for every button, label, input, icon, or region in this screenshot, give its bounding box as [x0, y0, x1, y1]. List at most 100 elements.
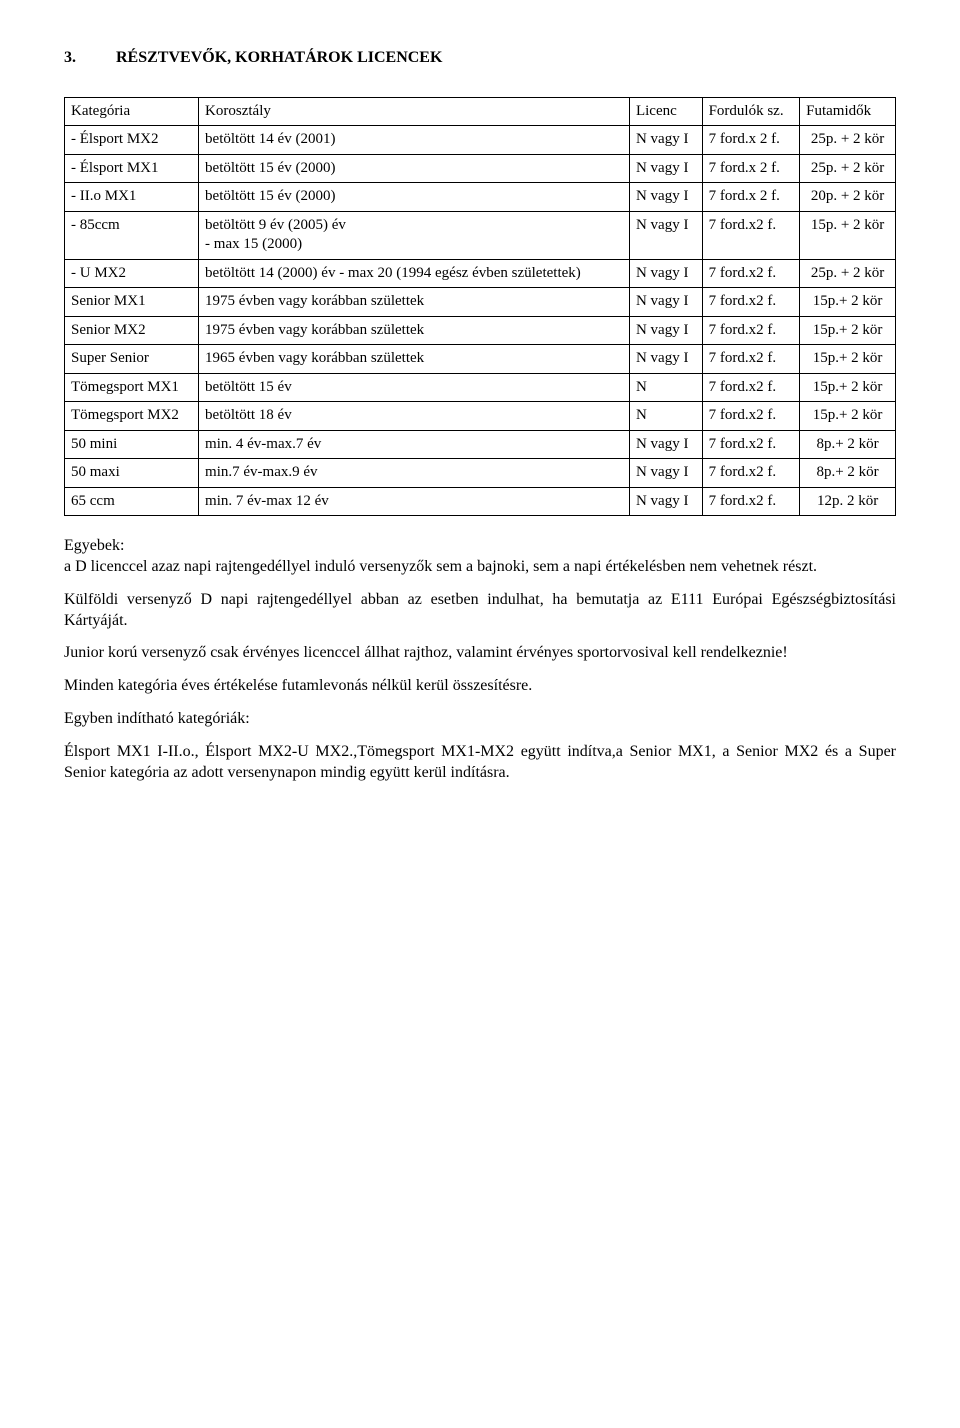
cell-text: N vagy I	[636, 217, 689, 233]
section-heading: RÉSZTVEVŐK, KORHATÁROK LICENCEK	[116, 49, 442, 66]
cell-text: N vagy I	[636, 188, 689, 204]
table-cell: N vagy I	[629, 126, 702, 155]
table-row: - Élsport MX1betöltött 15 év (2000)N vag…	[65, 154, 896, 183]
table-cell: betöltött 15 év (2000)	[199, 154, 630, 183]
table-cell: 7 ford.x2 f.	[702, 259, 800, 288]
cell-text: 1975 évben vagy korábban születtek	[205, 322, 424, 338]
table-row: - Élsport MX2 betöltött 14 év (2001) N vag…	[65, 126, 896, 155]
table-row: - 85ccmbetöltött 9 év (2005) év- max 15 …	[65, 211, 896, 259]
table-cell: 7 ford.x 2 f.	[702, 126, 800, 155]
cell-text: betöltött 15 év (2000)	[205, 188, 335, 204]
cell-text: 7 ford.x 2 f.	[709, 188, 780, 204]
paragraph-text: Külföldi versenyző D napi rajtengedéllye…	[64, 591, 896, 629]
table-cell: N vagy I	[629, 345, 702, 374]
col-licenc: Licenc	[629, 97, 702, 126]
cell-text: 1975 évben vagy korábban születtek	[205, 293, 424, 309]
table-cell: 7 ford.x 2 f.	[702, 183, 800, 212]
table-cell: 8p.+ 2 kör	[800, 430, 896, 459]
table-cell: betöltött 15 év (2000)	[199, 183, 630, 212]
cell-text: 8p.+ 2 kör	[816, 464, 878, 480]
table-cell: - II.o MX1	[65, 183, 199, 212]
paragraph: Egyben indítható kategóriák:	[64, 709, 896, 730]
cell-text: 15p.+ 2 kör	[813, 379, 883, 395]
cell-text: Super Senior	[71, 350, 149, 366]
cell-text: N vagy I	[636, 350, 689, 366]
cell-text: 15p.+ 2 kör	[813, 407, 883, 423]
cell-text: Senior MX2	[71, 322, 146, 338]
table-cell: 15p. + 2 kör	[800, 211, 896, 259]
table-cell: N vagy I	[629, 154, 702, 183]
paragraph-text: Junior korú versenyző csak érvényes lice…	[64, 644, 788, 661]
table-cell: Super Senior	[65, 345, 199, 374]
col-kategoria: Kategória	[65, 97, 199, 126]
cell-text: 25p. + 2 kör	[811, 131, 884, 147]
paragraph-text: Minden kategória éves értékelése futamle…	[64, 677, 532, 694]
table-cell: betöltött 15 év	[199, 373, 630, 402]
cell-text: 7 ford.x2 f.	[709, 407, 777, 423]
section-number: 3.	[64, 48, 112, 69]
cell-text: 7 ford.x2 f.	[709, 436, 777, 452]
table-cell: N	[629, 373, 702, 402]
paragraph: Élsport MX1 I-II.o., Élsport MX2-U MX2.,…	[64, 742, 896, 784]
cell-text: - Élsport MX2	[71, 131, 159, 147]
cell-text: - II.o MX1	[71, 188, 136, 204]
table-cell: 7 ford.x2 f.	[702, 345, 800, 374]
table-cell: 7 ford.x2 f.	[702, 211, 800, 259]
table-cell: Senior MX2	[65, 316, 199, 345]
table-cell: 25p. + 2 kör	[800, 126, 896, 155]
cell-text: betöltött 14 (2000) év - max 20 (1994 eg…	[205, 265, 581, 281]
table-cell: 50 mini	[65, 430, 199, 459]
table-cell: 1975 évben vagy korábban születtek	[199, 288, 630, 317]
cell-text: N vagy I	[636, 493, 689, 509]
cell-text: N vagy I	[636, 160, 689, 176]
paragraph-text: Élsport MX1 I-II.o., Élsport MX2-U MX2.,…	[64, 743, 896, 781]
table-cell: N vagy I	[629, 487, 702, 516]
table-cell: betöltött 9 év (2005) év- max 15 (2000)	[199, 211, 630, 259]
table-cell: betöltött 18 év	[199, 402, 630, 431]
categories-table: Kategória Korosztály Licenc Fordulók sz.…	[64, 97, 896, 517]
cell-text: N vagy I	[636, 322, 689, 338]
table-cell: 7 ford.x2 f.	[702, 288, 800, 317]
cell-text: min. 7 év-max 12 év	[205, 493, 329, 509]
cell-text: betöltött 15 év	[205, 379, 292, 395]
cell-text: 50 mini	[71, 436, 117, 452]
col-fordulok: Fordulók sz.	[702, 97, 800, 126]
table-row: Super Senior 1965 évben vagy korábban szü…	[65, 345, 896, 374]
cell-text: 7 ford.x2 f.	[709, 493, 777, 509]
cell-text: 15p.+ 2 kör	[813, 293, 883, 309]
table-cell: 1975 évben vagy korábban születtek	[199, 316, 630, 345]
cell-text: 12p. 2 kör	[817, 493, 878, 509]
table-row: - U MX2 betöltött 14 (2000) év - max 20 (…	[65, 259, 896, 288]
cell-text: 15p. + 2 kör	[811, 217, 884, 233]
table-cell: N vagy I	[629, 183, 702, 212]
table-cell: 25p. + 2 kör	[800, 154, 896, 183]
paragraph-text: Egyben indítható kategóriák:	[64, 710, 250, 727]
table-cell: - U MX2	[65, 259, 199, 288]
cell-text: 7 ford.x2 f.	[709, 350, 777, 366]
table-cell: 15p.+ 2 kör	[800, 402, 896, 431]
cell-text: 7 ford.x2 f.	[709, 379, 777, 395]
cell-text: 20p. + 2 kör	[811, 188, 884, 204]
cell-text: 15p.+ 2 kör	[813, 350, 883, 366]
table-row: Senior MX2 1975 évben vagy korábban szüle…	[65, 316, 896, 345]
cell-text: 7 ford.x2 f.	[709, 464, 777, 480]
cell-text: 25p. + 2 kör	[811, 265, 884, 281]
cell-text: betöltött 14 év (2001)	[205, 131, 335, 147]
cell-text: 15p.+ 2 kör	[813, 322, 883, 338]
cell-text: N	[636, 407, 647, 423]
table-cell: 7 ford.x 2 f.	[702, 154, 800, 183]
paragraph: Minden kategória éves értékelése futamle…	[64, 676, 896, 697]
table-row: Senior MX11975 évben vagy korábban szüle…	[65, 288, 896, 317]
cell-text: betöltött 18 év	[205, 407, 292, 423]
table-row: 50 minimin. 4 év-max.7 évN vagy I7 ford.…	[65, 430, 896, 459]
table-cell: N	[629, 402, 702, 431]
table-cell: min.7 év-max.9 év	[199, 459, 630, 488]
table-cell: 15p.+ 2 kör	[800, 373, 896, 402]
paragraph: Junior korú versenyző csak érvényes lice…	[64, 643, 896, 664]
col-korosztaly: Korosztály	[199, 97, 630, 126]
cell-text: 7 ford.x2 f.	[709, 322, 777, 338]
table-cell: N vagy I	[629, 211, 702, 259]
table-cell: 1965 évben vagy korábban születtek	[199, 345, 630, 374]
col-futamidok: Futamidők	[800, 97, 896, 126]
table-cell: 8p.+ 2 kör	[800, 459, 896, 488]
